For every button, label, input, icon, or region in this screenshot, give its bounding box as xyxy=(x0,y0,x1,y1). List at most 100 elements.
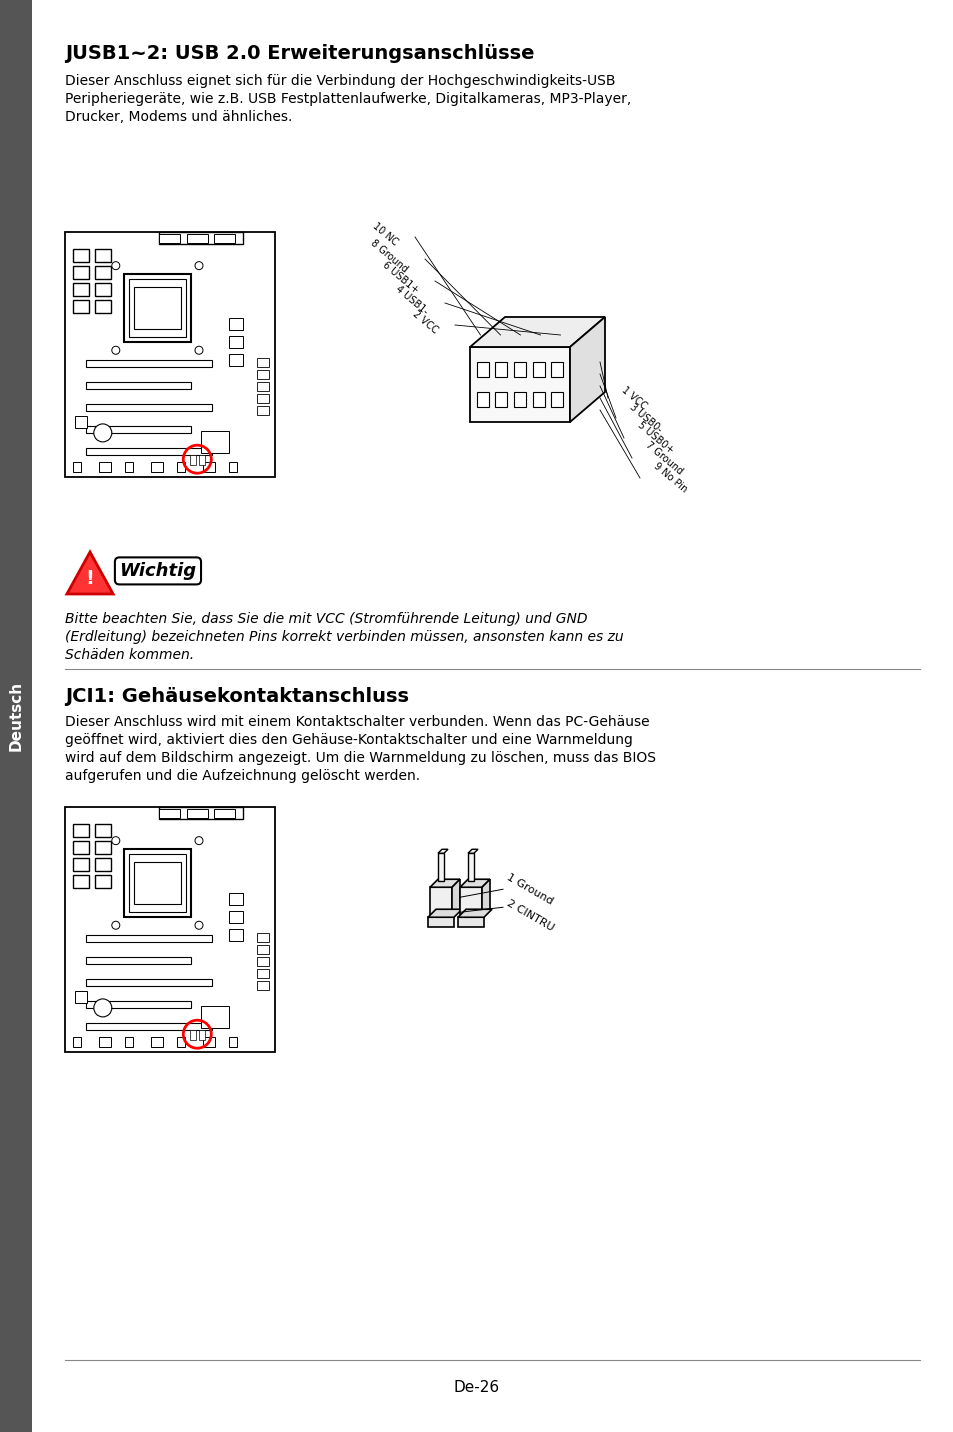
Text: (Erdleitung) bezeichneten Pins korrekt verbinden müssen, ansonsten kann es zu: (Erdleitung) bezeichneten Pins korrekt v… xyxy=(65,630,623,644)
Text: 7 Ground: 7 Ground xyxy=(643,440,684,477)
FancyBboxPatch shape xyxy=(99,463,111,473)
FancyBboxPatch shape xyxy=(457,918,483,928)
FancyBboxPatch shape xyxy=(201,1005,230,1028)
FancyBboxPatch shape xyxy=(256,405,269,415)
Polygon shape xyxy=(457,909,492,918)
FancyBboxPatch shape xyxy=(229,337,243,348)
FancyBboxPatch shape xyxy=(159,809,180,818)
Text: Drucker, Modems und ähnliches.: Drucker, Modems und ähnliches. xyxy=(65,110,292,125)
FancyBboxPatch shape xyxy=(190,1030,196,1040)
Text: 1 Ground: 1 Ground xyxy=(504,872,554,906)
FancyBboxPatch shape xyxy=(73,249,89,262)
Polygon shape xyxy=(569,316,604,422)
FancyBboxPatch shape xyxy=(95,266,111,279)
Text: De-26: De-26 xyxy=(454,1379,499,1395)
FancyBboxPatch shape xyxy=(95,823,111,836)
FancyBboxPatch shape xyxy=(86,382,191,390)
FancyBboxPatch shape xyxy=(229,463,236,473)
Text: Schäden kommen.: Schäden kommen. xyxy=(65,649,193,662)
Text: JCI1: Gehäusekontaktanschluss: JCI1: Gehäusekontaktanschluss xyxy=(65,687,409,706)
FancyBboxPatch shape xyxy=(0,0,32,1432)
FancyBboxPatch shape xyxy=(256,945,269,954)
FancyBboxPatch shape xyxy=(187,233,208,243)
FancyBboxPatch shape xyxy=(65,808,274,1053)
FancyBboxPatch shape xyxy=(95,284,111,296)
Text: 3 USB0-: 3 USB0- xyxy=(627,401,663,434)
Text: geöffnet wird, aktiviert dies den Gehäuse-Kontaktschalter und eine Warnmeldung: geöffnet wird, aktiviert dies den Gehäus… xyxy=(65,733,632,748)
FancyBboxPatch shape xyxy=(213,233,234,243)
FancyBboxPatch shape xyxy=(470,347,569,422)
Circle shape xyxy=(112,836,120,845)
FancyBboxPatch shape xyxy=(73,299,89,314)
Polygon shape xyxy=(468,849,477,853)
Text: 1 VCC: 1 VCC xyxy=(619,385,648,411)
Circle shape xyxy=(93,424,112,442)
FancyBboxPatch shape xyxy=(476,392,488,407)
Text: Bitte beachten Sie, dass Sie die mit VCC (Stromführende Leitung) und GND: Bitte beachten Sie, dass Sie die mit VCC… xyxy=(65,611,587,626)
Circle shape xyxy=(194,921,203,929)
Polygon shape xyxy=(470,316,604,347)
FancyBboxPatch shape xyxy=(86,979,212,985)
Text: 10 NC: 10 NC xyxy=(371,221,399,248)
FancyBboxPatch shape xyxy=(229,318,243,329)
Circle shape xyxy=(93,1000,112,1017)
Text: 4 USB1-: 4 USB1- xyxy=(394,284,430,316)
FancyBboxPatch shape xyxy=(124,274,191,342)
FancyBboxPatch shape xyxy=(201,431,230,453)
FancyBboxPatch shape xyxy=(151,463,163,473)
Text: JUSB1~2: USB 2.0 Erweiterungsanschlüsse: JUSB1~2: USB 2.0 Erweiterungsanschlüsse xyxy=(65,44,534,63)
Polygon shape xyxy=(67,551,113,594)
Text: wird auf dem Bildschirm angezeigt. Um die Warnmeldung zu löschen, muss das BIOS: wird auf dem Bildschirm angezeigt. Um di… xyxy=(65,750,656,765)
FancyBboxPatch shape xyxy=(551,392,562,407)
FancyBboxPatch shape xyxy=(551,362,562,377)
FancyBboxPatch shape xyxy=(256,957,269,965)
Text: 2 CINTRU: 2 CINTRU xyxy=(504,898,555,932)
FancyBboxPatch shape xyxy=(203,463,214,473)
FancyBboxPatch shape xyxy=(256,358,269,367)
FancyBboxPatch shape xyxy=(75,991,88,1002)
Polygon shape xyxy=(459,879,490,888)
Circle shape xyxy=(194,262,203,269)
Polygon shape xyxy=(481,879,490,918)
FancyBboxPatch shape xyxy=(476,362,488,377)
FancyBboxPatch shape xyxy=(203,1037,214,1047)
FancyBboxPatch shape xyxy=(468,853,474,881)
FancyBboxPatch shape xyxy=(95,249,111,262)
FancyBboxPatch shape xyxy=(86,1022,212,1030)
FancyBboxPatch shape xyxy=(73,1037,81,1047)
FancyBboxPatch shape xyxy=(95,875,111,888)
FancyBboxPatch shape xyxy=(256,981,269,990)
Text: 9 No Pin: 9 No Pin xyxy=(651,461,689,495)
FancyBboxPatch shape xyxy=(159,232,243,243)
FancyBboxPatch shape xyxy=(190,455,196,465)
FancyBboxPatch shape xyxy=(532,362,544,377)
FancyBboxPatch shape xyxy=(514,392,525,407)
FancyBboxPatch shape xyxy=(86,1001,191,1008)
FancyBboxPatch shape xyxy=(86,425,191,432)
Circle shape xyxy=(112,262,120,269)
FancyBboxPatch shape xyxy=(73,858,89,871)
Circle shape xyxy=(194,836,203,845)
FancyBboxPatch shape xyxy=(229,354,243,367)
Text: 6 USB1+: 6 USB1+ xyxy=(380,261,419,296)
Text: 2 VCC: 2 VCC xyxy=(411,309,439,335)
FancyBboxPatch shape xyxy=(86,404,212,411)
Text: Wichtig: Wichtig xyxy=(119,561,196,580)
FancyBboxPatch shape xyxy=(159,233,180,243)
FancyBboxPatch shape xyxy=(124,849,191,918)
FancyBboxPatch shape xyxy=(65,232,274,477)
FancyBboxPatch shape xyxy=(532,392,544,407)
FancyBboxPatch shape xyxy=(437,853,443,881)
Text: 5 USB0+: 5 USB0+ xyxy=(636,420,675,455)
FancyBboxPatch shape xyxy=(213,809,234,818)
Polygon shape xyxy=(437,849,448,853)
FancyBboxPatch shape xyxy=(73,266,89,279)
FancyBboxPatch shape xyxy=(256,394,269,402)
Text: Deutsch: Deutsch xyxy=(9,682,24,750)
FancyBboxPatch shape xyxy=(229,911,243,924)
FancyBboxPatch shape xyxy=(95,858,111,871)
Text: aufgerufen und die Aufzeichnung gelöscht werden.: aufgerufen und die Aufzeichnung gelöscht… xyxy=(65,769,419,783)
Polygon shape xyxy=(430,879,459,888)
FancyBboxPatch shape xyxy=(73,463,81,473)
FancyBboxPatch shape xyxy=(187,809,208,818)
